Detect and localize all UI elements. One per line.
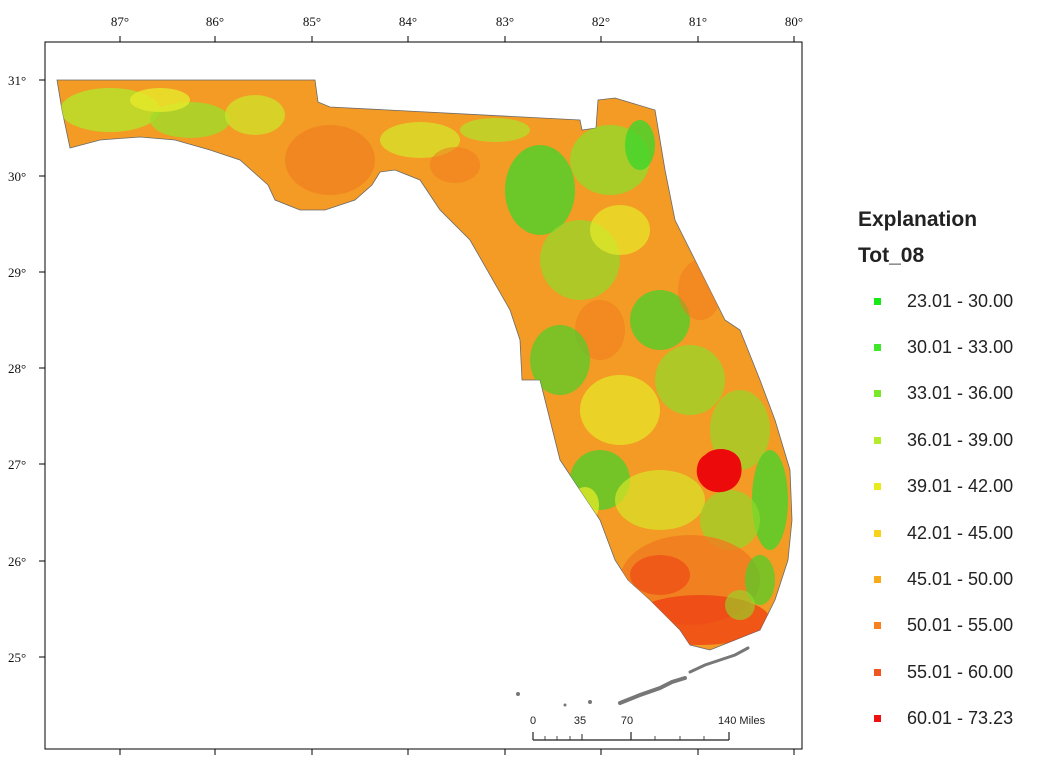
- legend-item: 45.01 - 50.00: [858, 556, 1043, 602]
- scale-label-140-miles: 140 Miles: [718, 715, 766, 727]
- legend-item: 60.01 - 73.23: [858, 696, 1043, 742]
- legend-label: 36.01 - 39.00: [907, 429, 1014, 450]
- longitude-label: 81°: [689, 14, 707, 29]
- legend-swatch: [874, 529, 881, 537]
- scale-label-35: 35: [574, 715, 586, 727]
- legend-label: 42.01 - 45.00: [907, 522, 1014, 543]
- longitude-label: 80°: [785, 14, 803, 29]
- legend-label: 45.01 - 50.00: [907, 569, 1014, 590]
- legend-label: 50.01 - 55.00: [907, 615, 1014, 636]
- legend-label: 23.01 - 30.00: [907, 290, 1014, 311]
- longitude-ticks-top: [119, 36, 795, 42]
- legend-swatch: [874, 622, 881, 630]
- legend-item: 42.01 - 45.00: [858, 510, 1043, 556]
- latitude-ticks: [39, 79, 45, 658]
- legend-swatch: [874, 715, 881, 723]
- legend-item: 36.01 - 39.00: [858, 417, 1043, 463]
- scale-label-70: 70: [621, 715, 633, 727]
- latitude-label: 27°: [8, 457, 26, 472]
- legend: Explanation Tot_08 23.01 - 30.00 30.01 - …: [858, 208, 1043, 742]
- latitude-label: 26°: [8, 554, 26, 569]
- latitude-label: 31°: [8, 73, 26, 88]
- longitude-label: 85°: [303, 14, 321, 29]
- legend-item: 50.01 - 55.00: [858, 603, 1043, 649]
- longitude-label: 87°: [111, 14, 129, 29]
- longitude-ticks-bottom: [119, 749, 795, 755]
- longitude-label: 86°: [206, 14, 224, 29]
- legend-swatch: [874, 483, 881, 491]
- latitude-labels: 31° 30° 29° 28° 27° 26° 25°: [8, 73, 26, 665]
- legend-label: 39.01 - 42.00: [907, 476, 1014, 497]
- legend-label: 55.01 - 60.00: [907, 661, 1014, 682]
- longitude-label: 84°: [399, 14, 417, 29]
- longitude-label: 82°: [592, 14, 610, 29]
- legend-swatch: [874, 436, 881, 444]
- longitude-labels: 87° 86° 85° 84° 83° 82° 81° 80°: [111, 14, 803, 29]
- latitude-label: 29°: [8, 265, 26, 280]
- latitude-label: 28°: [8, 361, 26, 376]
- florida-keys: [516, 646, 750, 707]
- legend-item: 39.01 - 42.00: [858, 464, 1043, 510]
- legend-title: Explanation: [858, 208, 978, 231]
- legend-label: 30.01 - 33.00: [907, 337, 1014, 358]
- longitude-label: 83°: [496, 14, 514, 29]
- latitude-label: 25°: [8, 650, 26, 665]
- legend-item: 30.01 - 33.00: [858, 324, 1043, 370]
- legend-swatch: [874, 344, 881, 352]
- legend-label: 60.01 - 73.23: [907, 708, 1014, 729]
- legend-item: 33.01 - 36.00: [858, 371, 1043, 417]
- legend-item: 55.01 - 60.00: [858, 649, 1043, 695]
- legend-swatch: [874, 668, 881, 676]
- latitude-label: 30°: [8, 169, 26, 184]
- legend-field-name: Tot_08: [858, 244, 925, 267]
- legend-swatch: [874, 390, 881, 398]
- hotspot-red-region: [696, 448, 742, 493]
- legend-swatch: [874, 297, 881, 305]
- legend-swatch: [874, 576, 881, 584]
- scale-bar: 0 35 70 140 Miles: [530, 715, 766, 741]
- legend-item: 23.01 - 30.00: [858, 278, 1043, 324]
- legend-label: 33.01 - 36.00: [907, 383, 1014, 404]
- scale-label-0: 0: [530, 715, 536, 727]
- legend-items: 23.01 - 30.00 30.01 - 33.00 33.01 - 36.00 3…: [858, 278, 1043, 742]
